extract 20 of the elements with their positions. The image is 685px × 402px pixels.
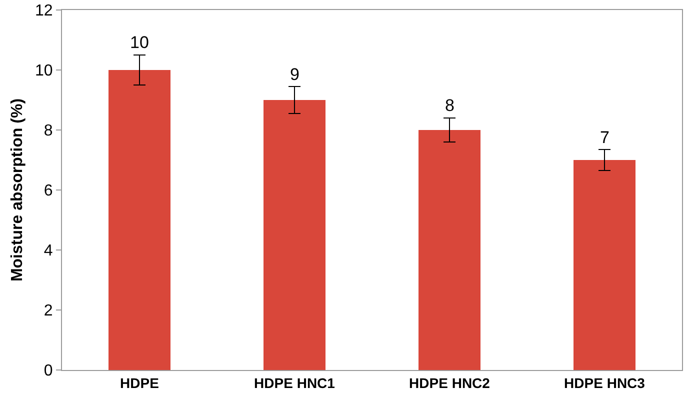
x-tick-label: HDPE HNC2 — [409, 374, 490, 391]
x-tick-label: HDPE HNC1 — [254, 374, 336, 391]
bar — [418, 130, 480, 370]
y-tick-label: 12 — [35, 2, 53, 20]
y-tick-label: 6 — [44, 182, 53, 200]
y-tick-label: 2 — [44, 302, 53, 320]
x-tick-label: HDPE — [120, 374, 159, 391]
bar — [108, 70, 170, 370]
y-tick-label: 10 — [35, 62, 53, 80]
data-label: 7 — [600, 128, 610, 147]
y-tick-label: 8 — [44, 122, 53, 140]
data-label: 9 — [290, 65, 300, 84]
x-tick-label: HDPE HNC3 — [564, 374, 646, 391]
data-label: 10 — [130, 33, 149, 52]
bar — [574, 160, 636, 370]
y-tick-label: 0 — [44, 362, 53, 380]
bar — [264, 100, 326, 370]
y-axis-title: Moisture absorption (%) — [8, 98, 26, 282]
data-label: 8 — [445, 96, 454, 115]
y-tick-label: 4 — [44, 242, 53, 260]
